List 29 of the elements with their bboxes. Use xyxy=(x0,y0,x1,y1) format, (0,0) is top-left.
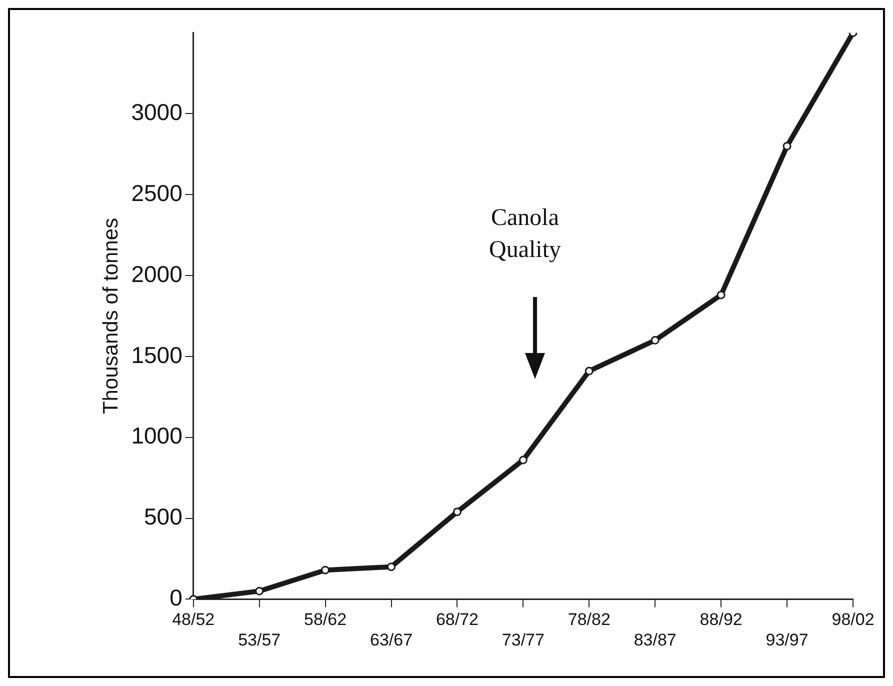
x-tick-label: 48/52 xyxy=(172,610,215,630)
point xyxy=(387,562,396,572)
y-axis-title: Thousands of tonnes xyxy=(99,218,122,414)
x-tick-label: 98/02 xyxy=(832,610,874,630)
point xyxy=(518,456,528,464)
x-tick-label: 93/97 xyxy=(766,630,808,650)
y-tick-label: 2500 xyxy=(131,180,182,206)
x-tick-label: 78/82 xyxy=(568,610,610,630)
y-tick-label: 500 xyxy=(144,504,182,530)
point xyxy=(584,366,594,376)
y-tick-label: 1500 xyxy=(131,342,182,368)
x-tick-label: 83/87 xyxy=(634,630,676,650)
point xyxy=(321,566,330,574)
annotation: Canola Quality xyxy=(488,204,562,265)
x-tick-label: 73/77 xyxy=(502,630,544,650)
point xyxy=(255,586,264,596)
y-tick-label: 2000 xyxy=(131,260,182,287)
point xyxy=(782,142,792,150)
x-tick-label: 58/62 xyxy=(304,610,347,630)
point xyxy=(650,336,660,345)
point xyxy=(716,290,726,300)
x-tick-label: 88/92 xyxy=(700,610,742,630)
y-tick-label: 3000 xyxy=(131,99,182,126)
y-tick-label: 1000 xyxy=(131,422,182,449)
x-tick-label: 53/57 xyxy=(238,630,281,650)
x-tick-label: 63/67 xyxy=(370,630,413,650)
x-tick-label: 68/72 xyxy=(436,610,478,630)
y-tick-label: 0 xyxy=(170,584,182,611)
point xyxy=(452,508,462,516)
